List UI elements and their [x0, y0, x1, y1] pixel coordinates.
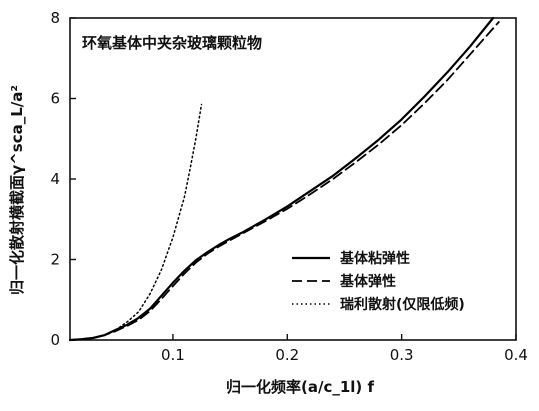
legend-label-1: 基体粘弹性 — [340, 250, 410, 267]
y-axis-title: 归一化散射横截面γ^sca_L/a² — [8, 85, 26, 295]
x-axis-ticks: 0.1 0.2 0.3 0.4 — [161, 334, 528, 364]
x-tick-label: 0.1 — [161, 346, 185, 364]
plot-frame — [69, 17, 517, 341]
y-tick-label: 0 — [50, 331, 60, 349]
x-tick-label: 0.3 — [390, 346, 414, 364]
y-tick-label: 2 — [50, 251, 60, 269]
series-line-1 — [68, 16, 495, 342]
x-tick-label: 0.4 — [504, 346, 528, 364]
x-axis-title: 归一化频率(a/c_1l) f — [226, 378, 375, 396]
series-line-3 — [114, 103, 203, 331]
chart-annotation: 环氧基体中夹杂玻璃颗粒物 — [82, 34, 262, 52]
legend-label-3: 瑞利散射(仅限低频) — [340, 296, 465, 313]
y-tick-label: 4 — [50, 170, 60, 188]
y-axis-ticks: 0 2 4 6 8 — [50, 9, 76, 349]
x-tick-label: 0.2 — [275, 346, 299, 364]
series-layer — [68, 16, 500, 342]
legend-label-2: 基体弹性 — [340, 273, 396, 290]
y-tick-label: 6 — [50, 90, 60, 108]
series-line-2 — [69, 21, 500, 341]
y-tick-label: 8 — [50, 9, 60, 27]
